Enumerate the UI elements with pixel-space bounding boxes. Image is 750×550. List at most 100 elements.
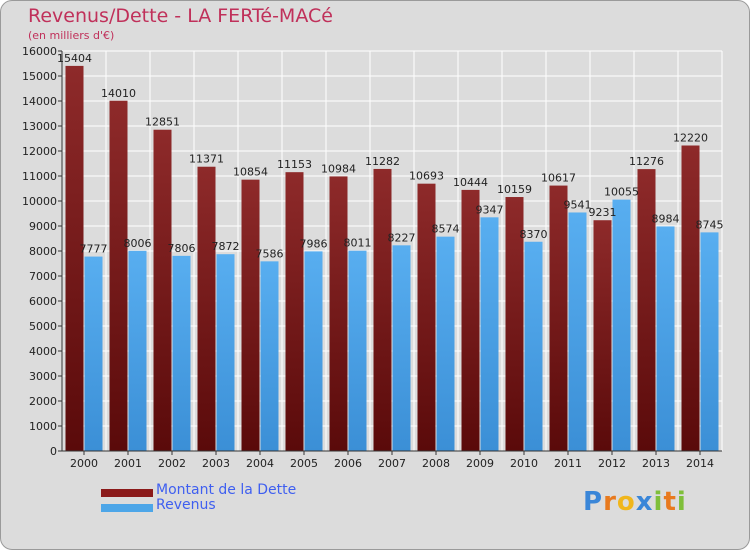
bar-dette xyxy=(505,197,524,451)
data-label-dette: 12851 xyxy=(145,116,180,129)
bar-revenus xyxy=(700,232,719,451)
x-tick-label: 2004 xyxy=(246,457,274,470)
data-label-dette: 10984 xyxy=(321,162,356,175)
x-tick-label: 2002 xyxy=(158,457,186,470)
y-tick-label: 6000 xyxy=(29,295,57,308)
y-tick-label: 7000 xyxy=(29,270,57,283)
x-tick-label: 2013 xyxy=(642,457,670,470)
data-label-dette: 11276 xyxy=(629,155,664,168)
x-tick-label: 2007 xyxy=(378,457,406,470)
data-labels: 15404 7777 14010 8006 12851 7806 11371 7872 1085… xyxy=(57,52,724,260)
x-tick-label: 2000 xyxy=(70,457,98,470)
data-label-revenus: 8227 xyxy=(388,231,416,244)
logo-letter: i xyxy=(653,487,664,517)
y-tick-label: 13000 xyxy=(22,120,57,133)
bar-dette xyxy=(109,100,128,451)
bar-revenus xyxy=(524,241,543,451)
bars xyxy=(65,65,719,452)
data-label-revenus: 8011 xyxy=(344,237,372,250)
x-tick-label: 2008 xyxy=(422,457,450,470)
x-tick-label: 2003 xyxy=(202,457,230,470)
bar-dette xyxy=(241,179,260,451)
bar-revenus xyxy=(436,236,455,451)
data-label-dette: 14010 xyxy=(101,87,136,100)
bar-dette xyxy=(637,169,656,451)
data-label-dette: 11371 xyxy=(189,153,224,166)
y-tick-label: 4000 xyxy=(29,345,57,358)
chart-subtitle: (en milliers d'€) xyxy=(28,29,115,42)
bar-revenus xyxy=(84,256,103,451)
bar-dette xyxy=(285,172,304,452)
bar-dette xyxy=(417,183,436,452)
data-label-revenus: 7806 xyxy=(168,242,196,255)
bar-revenus xyxy=(656,226,675,451)
data-label-revenus: 8984 xyxy=(652,212,680,225)
data-label-revenus: 7586 xyxy=(256,247,284,260)
bar-revenus xyxy=(304,251,323,451)
y-tick-label: 15000 xyxy=(22,70,57,83)
bar-dette xyxy=(65,65,84,452)
data-label-dette: 10444 xyxy=(453,176,488,189)
logo-letter: r xyxy=(603,487,617,517)
bar-revenus xyxy=(392,245,411,451)
data-label-dette: 10854 xyxy=(233,166,268,179)
bar-revenus xyxy=(260,261,279,451)
data-label-dette: 11153 xyxy=(277,158,312,171)
bar-revenus xyxy=(348,250,367,451)
x-tick-label: 2001 xyxy=(114,457,142,470)
x-tick-label: 2006 xyxy=(334,457,362,470)
x-tick-label: 2014 xyxy=(686,457,714,470)
data-label-revenus: 8006 xyxy=(124,237,152,250)
data-label-revenus: 8574 xyxy=(432,223,460,236)
data-label-dette: 10617 xyxy=(541,172,576,185)
data-label-revenus: 7986 xyxy=(300,237,328,250)
x-tick-label: 2010 xyxy=(510,457,538,470)
bar-revenus xyxy=(216,254,235,451)
y-tick-label: 3000 xyxy=(29,370,57,383)
y-tick-label: 0 xyxy=(50,445,57,458)
bar-revenus xyxy=(128,250,147,451)
bar-dette xyxy=(593,220,612,451)
proxiti-logo: Proxiti xyxy=(583,487,687,517)
x-tick-label: 2005 xyxy=(290,457,318,470)
data-label-revenus: 8745 xyxy=(696,218,724,231)
logo-letter: x xyxy=(635,487,654,517)
bar-revenus xyxy=(612,199,631,451)
bar-dette xyxy=(153,129,172,451)
bar-dette xyxy=(549,185,568,451)
data-label-dette: 10159 xyxy=(497,183,532,196)
bar-dette xyxy=(681,145,700,451)
data-label-revenus: 9541 xyxy=(564,198,592,211)
data-label-revenus: 7872 xyxy=(212,240,240,253)
bar-dette xyxy=(197,166,216,451)
data-label-dette: 12220 xyxy=(673,132,708,145)
x-tick-label: 2011 xyxy=(554,457,582,470)
y-tick-label: 10000 xyxy=(22,195,57,208)
bar-dette xyxy=(373,168,392,451)
logo-letter: P xyxy=(583,487,604,517)
y-tick-label: 9000 xyxy=(29,220,57,233)
data-label-revenus: 9347 xyxy=(476,203,504,216)
bar-dette xyxy=(329,176,348,451)
bar-revenus xyxy=(568,212,587,451)
y-tick-label: 8000 xyxy=(29,245,57,258)
data-label-revenus: 10055 xyxy=(604,186,639,199)
y-tick-label: 2000 xyxy=(29,395,57,408)
y-tick-label: 12000 xyxy=(22,145,57,158)
y-tick-label: 11000 xyxy=(22,170,57,183)
grid xyxy=(61,50,723,452)
legend-swatch-revenus xyxy=(101,504,153,512)
x-tick-label: 2012 xyxy=(598,457,626,470)
data-label-revenus: 8370 xyxy=(520,228,548,241)
logo-letter: i xyxy=(676,487,687,517)
y-tick-label: 1000 xyxy=(29,420,57,433)
bar-chart: 0 1000 2000 3000 4000 5000 6000 7000 8000 9000 100… xyxy=(22,45,724,470)
data-label-dette: 10693 xyxy=(409,170,444,183)
chart-title: Revenus/Dette - LA FERTé-MACé xyxy=(28,5,333,27)
y-tick-label: 5000 xyxy=(29,320,57,333)
logo-letter: o xyxy=(616,487,636,517)
data-label-revenus: 7777 xyxy=(80,243,108,256)
legend-label-revenus: Revenus xyxy=(156,497,216,513)
legend-label-dette: Montant de la Dette xyxy=(156,482,297,498)
